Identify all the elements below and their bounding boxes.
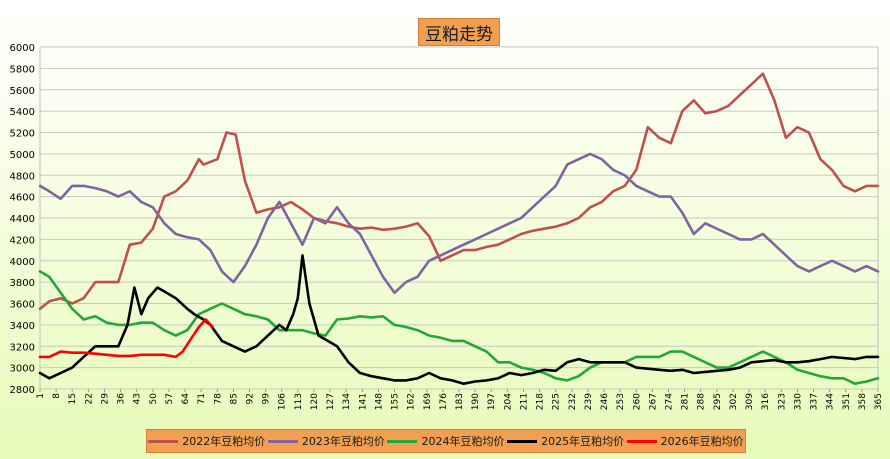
x-tick-label: 15 <box>68 393 78 404</box>
x-tick-label: 190 <box>471 393 481 410</box>
y-tick-label: 4200 <box>10 235 35 246</box>
x-tick-label: 162 <box>407 393 417 410</box>
x-tick-label: 358 <box>858 393 868 410</box>
x-tick-label: 169 <box>423 393 433 410</box>
x-tick-label: 260 <box>632 393 642 410</box>
x-tick-label: 281 <box>681 393 691 410</box>
x-tick-label: 253 <box>616 393 626 410</box>
legend-label: 2022年豆粕均价 <box>182 435 266 448</box>
series-line-1 <box>38 72 880 311</box>
legend-swatch <box>148 439 179 443</box>
x-tick-label: 176 <box>439 393 449 410</box>
chart-legend: 2022年豆粕均价 2023年豆粕均价 2024年豆粕均价 2025年豆粕均价 2026… <box>146 429 746 453</box>
series-line-3 <box>38 270 880 386</box>
legend-label: 2023年豆粕均价 <box>301 435 385 448</box>
x-tick-label: 204 <box>503 393 513 410</box>
y-tick-label: 3400 <box>10 321 35 332</box>
x-tick-label: 120 <box>310 393 320 410</box>
x-tick-label: 344 <box>826 393 836 410</box>
chart-title: 豆粕走势 <box>418 18 500 46</box>
x-tick-label: 71 <box>197 393 207 404</box>
x-tick-label: 239 <box>584 393 594 410</box>
x-tick-label: 148 <box>374 393 384 410</box>
x-tick-label: 225 <box>552 393 562 410</box>
y-tick-label: 6000 <box>10 43 35 54</box>
y-tick-label: 2800 <box>10 385 35 396</box>
series-line-4 <box>38 254 880 386</box>
legend-item: 2022年豆粕均价 <box>148 433 265 449</box>
x-tick-label: 8 <box>52 393 62 399</box>
legend-item: 2025年豆粕均价 <box>507 433 624 449</box>
x-tick-label: 22 <box>84 393 94 404</box>
legend-label: 2024年豆粕均价 <box>421 435 505 448</box>
x-tick-label: 64 <box>181 393 191 405</box>
x-tick-label: 267 <box>648 393 658 410</box>
y-tick-label: 4000 <box>10 257 35 268</box>
x-tick-label: 141 <box>358 393 368 410</box>
legend-swatch <box>267 439 298 443</box>
x-tick-label: 351 <box>842 393 852 410</box>
x-tick-label: 106 <box>278 393 288 410</box>
x-tick-label: 309 <box>745 393 755 410</box>
y-tick-label: 5800 <box>10 64 35 75</box>
y-tick-label: 4400 <box>10 214 35 225</box>
y-tick-label: 4800 <box>10 171 35 182</box>
x-tick-label: 99 <box>262 393 272 405</box>
x-tick-label: 365 <box>874 393 884 410</box>
legend-swatch <box>507 439 538 443</box>
y-tick-label: 4600 <box>10 193 35 204</box>
legend-item: 2024年豆粕均价 <box>387 433 504 449</box>
x-tick-label: 127 <box>326 393 336 410</box>
y-tick-label: 3200 <box>10 342 35 353</box>
x-tick-label: 1 <box>36 393 46 399</box>
x-tick-label: 295 <box>713 393 723 410</box>
x-tick-label: 29 <box>100 393 110 405</box>
legend-swatch <box>387 439 418 443</box>
series-line-5 <box>38 318 214 359</box>
y-tick-label: 5000 <box>10 150 35 161</box>
x-tick-label: 36 <box>117 393 127 405</box>
y-tick-label: 3600 <box>10 300 35 311</box>
x-tick-label: 323 <box>777 393 787 410</box>
x-tick-label: 232 <box>568 393 578 410</box>
x-tick-label: 43 <box>133 393 143 404</box>
x-tick-label: 78 <box>213 393 223 405</box>
x-tick-label: 183 <box>455 393 465 410</box>
legend-item: 2026年豆粕均价 <box>626 433 744 449</box>
x-tick-label: 134 <box>342 393 352 410</box>
legend-label: 2025年豆粕均价 <box>541 435 625 448</box>
y-tick-label: 3000 <box>10 364 35 375</box>
y-tick-label: 5600 <box>10 86 35 97</box>
x-tick-label: 302 <box>729 393 739 410</box>
y-tick-label: 5400 <box>10 107 35 118</box>
x-tick-label: 197 <box>487 393 497 410</box>
x-tick-label: 57 <box>165 393 175 404</box>
x-tick-label: 113 <box>294 393 304 410</box>
x-tick-label: 274 <box>665 393 675 410</box>
x-tick-label: 218 <box>536 393 546 410</box>
x-tick-label: 316 <box>761 393 771 410</box>
x-tick-label: 85 <box>229 393 239 404</box>
legend-item: 2023年豆粕均价 <box>267 433 385 449</box>
x-tick-label: 288 <box>697 393 707 410</box>
legend-label: 2026年豆粕均价 <box>660 435 744 448</box>
y-tick-label: 5200 <box>10 129 35 140</box>
x-tick-label: 246 <box>600 393 610 410</box>
x-tick-label: 337 <box>810 393 820 410</box>
x-tick-label: 50 <box>149 393 159 405</box>
series-line-2 <box>38 152 880 295</box>
x-tick-label: 211 <box>519 393 529 410</box>
y-tick-label: 3800 <box>10 278 35 289</box>
x-tick-label: 155 <box>391 393 401 410</box>
legend-swatch <box>626 439 657 443</box>
x-tick-label: 92 <box>246 393 256 404</box>
x-tick-label: 330 <box>793 393 803 410</box>
